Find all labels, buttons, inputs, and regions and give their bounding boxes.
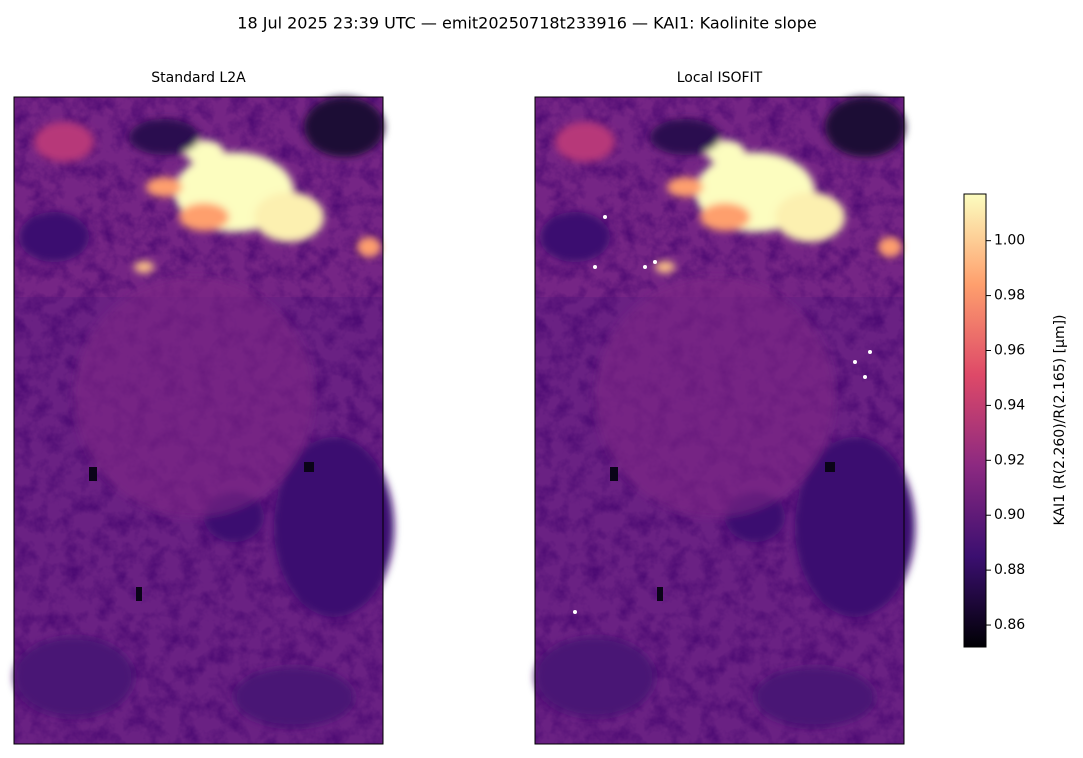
axes-frame <box>534 96 905 745</box>
colorbar <box>963 193 987 648</box>
saturated-pixel <box>853 360 857 364</box>
saturated-pixel <box>603 215 607 219</box>
colorbar-tick-label: 1.00 <box>994 233 1025 249</box>
colorbar-tick-label: 0.96 <box>994 342 1025 358</box>
image <box>14 97 394 744</box>
colorbar-tick-label: 0.94 <box>994 397 1025 413</box>
saturated-pixel <box>593 265 597 269</box>
colorbar-tick-label: 0.92 <box>994 452 1025 468</box>
saturated-pixel <box>643 265 647 269</box>
colorbar-label: KAI1 (R(2.260)/R(2.165) [µm]) <box>1052 314 1068 525</box>
axes-frame <box>13 96 384 745</box>
figure-title: 18 Jul 2025 23:39 UTC — emit20250718t233… <box>237 14 816 33</box>
panel-title: Local ISOFIT <box>677 70 763 86</box>
panel-title: Standard L2A <box>151 70 246 86</box>
saturated-pixel <box>653 260 657 264</box>
saturated-pixel <box>863 375 867 379</box>
colorbar-tick-label: 0.98 <box>994 288 1025 304</box>
colorbar-tick-label: 0.86 <box>994 617 1025 633</box>
saturated-pixel <box>868 350 872 354</box>
image <box>535 97 915 744</box>
colorbar-tick-label: 0.90 <box>994 507 1025 523</box>
saturated-pixel <box>573 610 577 614</box>
colorbar-tick-label: 0.88 <box>994 562 1025 578</box>
